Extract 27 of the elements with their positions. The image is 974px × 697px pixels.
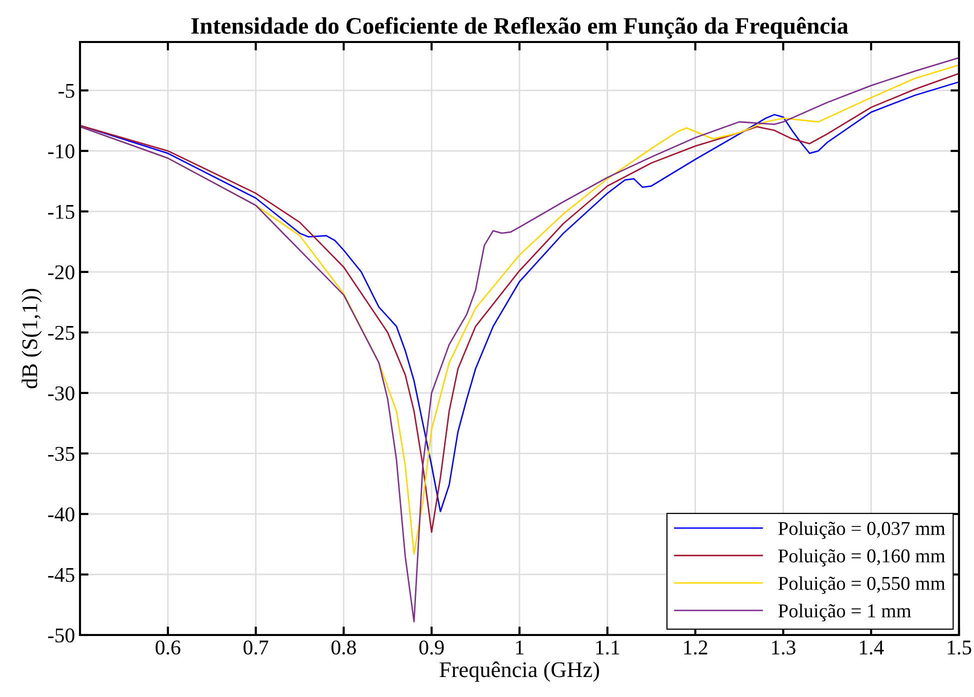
legend-label: Poluição = 1 mm <box>778 604 912 622</box>
x-axis-title: Frequência (GHz) <box>440 662 600 682</box>
x-tick-label: 1.1 <box>596 640 620 655</box>
x-tick-label: 0.8 <box>331 640 356 655</box>
y-tick-label: -10 <box>48 144 74 158</box>
y-tick-label: -40 <box>48 507 74 522</box>
x-tick-label: 1.3 <box>772 640 796 655</box>
x-tick-label: 1.4 <box>860 640 884 655</box>
x-tick-label: 0.6 <box>156 640 180 655</box>
y-axis-title: dB (S(1,1)) <box>22 288 42 388</box>
y-tick-label: -5 <box>58 84 74 98</box>
y-tick-label: -45 <box>48 568 74 582</box>
x-tick-label: 1.2 <box>684 640 708 655</box>
y-tick-label: -35 <box>48 446 74 461</box>
y-tick-label: -15 <box>48 204 74 219</box>
y-tick-label: -30 <box>48 386 74 400</box>
x-tick-label: 0.7 <box>244 640 268 655</box>
y-tick-label: -25 <box>48 326 74 340</box>
x-tick-label: 0.9 <box>419 640 444 655</box>
x-tick-label: 1 <box>516 640 524 654</box>
legend-label: Poluição = 0,160 mm <box>778 548 946 566</box>
legend-label: Poluição = 0,037 mm <box>778 521 946 539</box>
y-tick-label: -50 <box>48 628 74 642</box>
y-tick-label: -20 <box>48 265 74 280</box>
legend-label: Poluição = 0,550 mm <box>778 576 946 594</box>
chart-title: Intensidade do Coeficiente de Reflexão em Função da Frequência <box>191 17 848 39</box>
x-tick-label: 1.5 <box>948 640 972 655</box>
